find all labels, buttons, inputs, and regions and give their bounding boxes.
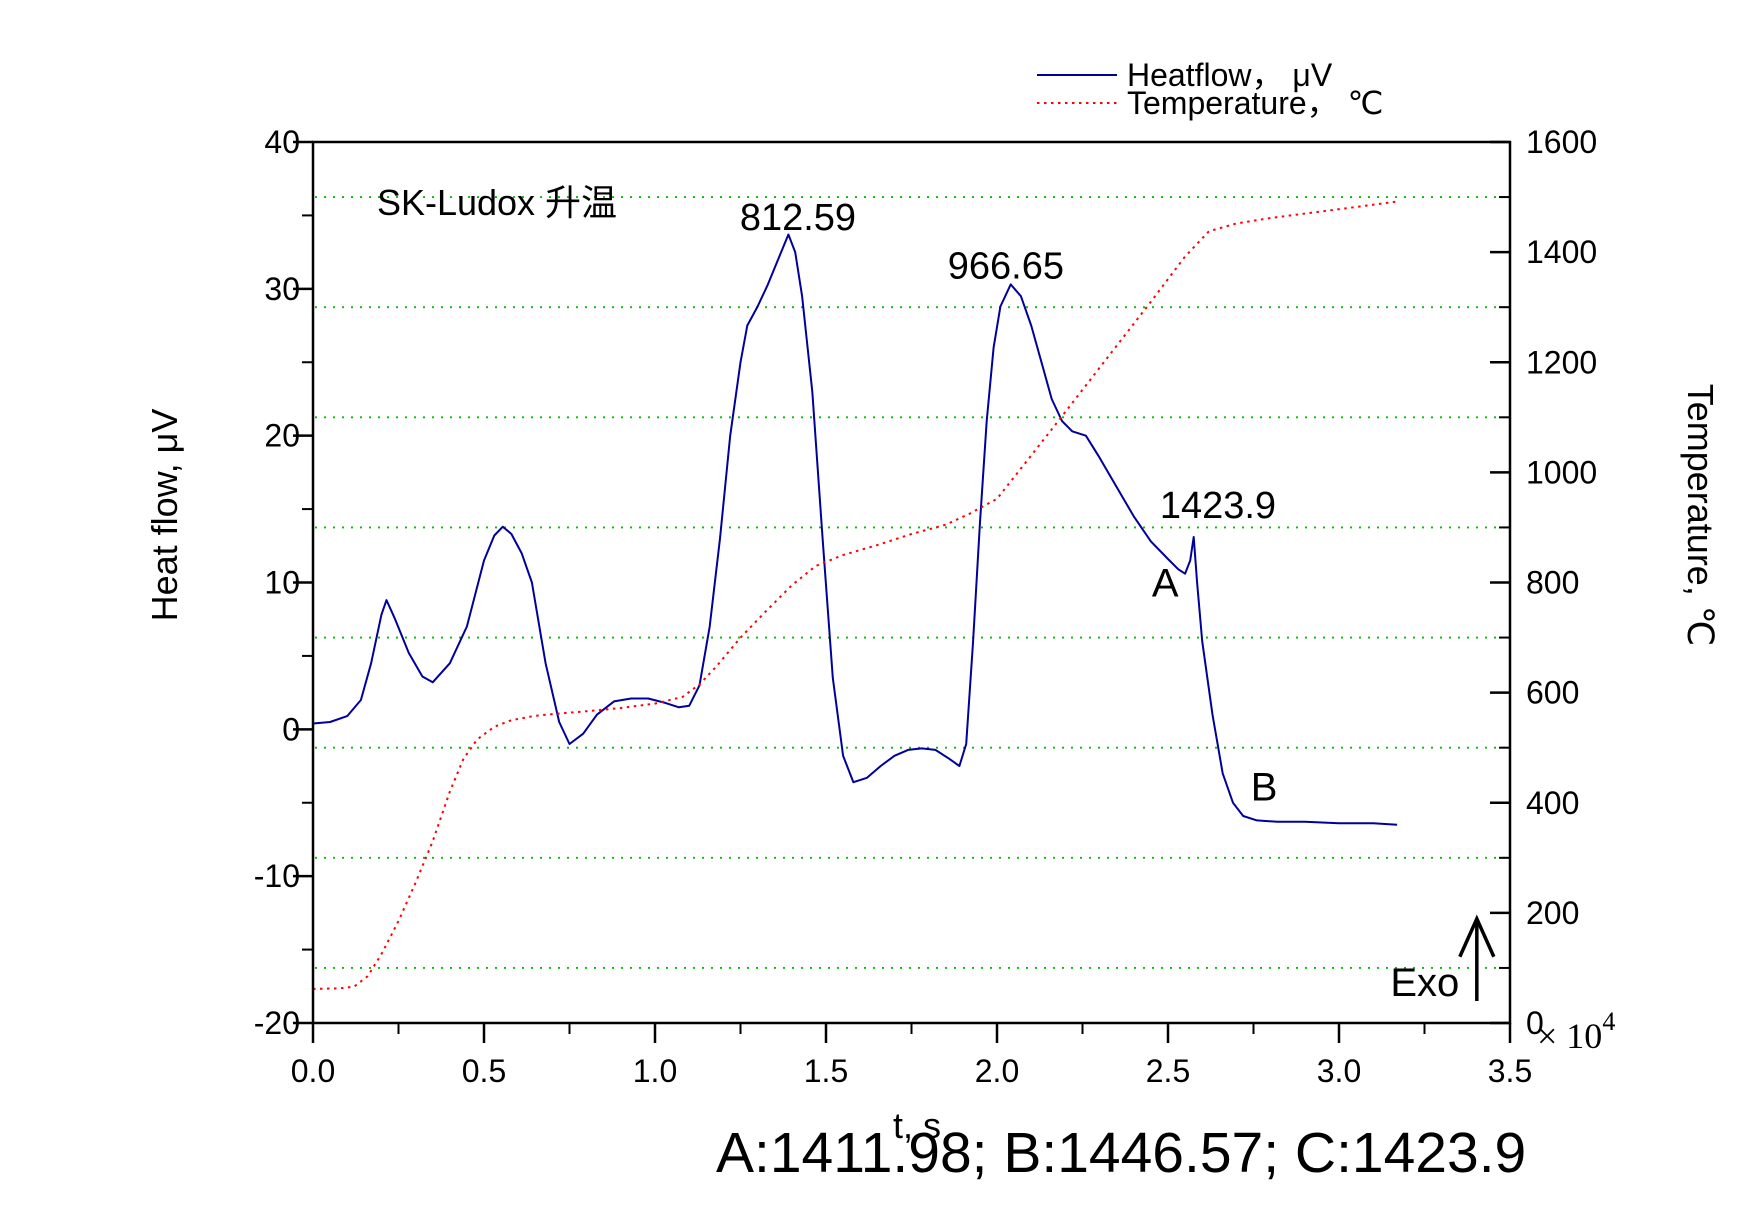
- y-left-tick-label: 10: [264, 565, 300, 601]
- x-axis-multiplier: × 104: [1537, 1007, 1615, 1056]
- exo-label: Exo: [1390, 961, 1459, 1005]
- x-axis-tick-label: 2.5: [1146, 1053, 1190, 1089]
- results-caption: A:1411.98; B:1446.57; C:1423.9: [716, 1121, 1526, 1185]
- x-axis-tick-label: 0.5: [462, 1053, 506, 1089]
- x-axis-tick-label: 2.0: [975, 1053, 1019, 1089]
- peak-label-812: 812.59: [740, 197, 856, 239]
- y-right-tick-label: 600: [1526, 675, 1579, 711]
- peak-label-1423: 1423.9: [1160, 485, 1276, 527]
- x-axis-tick-label: 1.0: [633, 1053, 677, 1089]
- y-left-axis-title: Heat flow, μV: [144, 409, 185, 622]
- x-axis-title: t, s: [893, 1105, 941, 1146]
- y-right-tick-label: 200: [1526, 895, 1579, 931]
- temperature-series: [312, 200, 1398, 990]
- axes-frame-layer: [311, 140, 1512, 1025]
- y-right-tick-label: 1200: [1526, 344, 1597, 380]
- sample-title: SK-Ludox 升温: [377, 182, 617, 223]
- plot-frame: [311, 140, 1512, 1025]
- legend-label-heatflow: Heatflow， μV: [1127, 57, 1333, 93]
- y-left-tick-label: 0: [282, 711, 300, 747]
- y-left-tick-label: 40: [264, 124, 300, 160]
- peak-label-966: 966.65: [948, 246, 1064, 288]
- y-right-tick-label: 1400: [1526, 234, 1597, 270]
- x-axis-tick-label: 1.5: [804, 1053, 848, 1089]
- y-left-tick-label: -10: [254, 858, 300, 894]
- label-layer: 0.0 0.5 1.0 1.5 2.0 2.5 3.0 3.5-20-100102030400…: [144, 124, 1721, 1146]
- tick-layer: [293, 140, 1512, 1043]
- x-axis-tick-label: 3.5: [1488, 1053, 1532, 1089]
- y-right-tick-label: 400: [1526, 785, 1579, 821]
- x-axis-multiplier-base: × 10: [1537, 1016, 1602, 1056]
- y-right-tick-label: 1600: [1526, 124, 1597, 160]
- y-right-tick-label: 800: [1526, 565, 1579, 601]
- series-layer: [312, 200, 1398, 990]
- annotation-layer: 812.59 966.65 1423.9 A B SK-Ludox 升温 Exo A:1411…: [377, 182, 1526, 1185]
- legend-label-temperature: Temperature， ℃: [1127, 85, 1383, 121]
- x-axis-tick-label: 0.0: [291, 1053, 335, 1089]
- y-left-tick-label: -20: [254, 1005, 300, 1041]
- heatflow-series: [312, 233, 1398, 826]
- x-axis-tick-label: 3.0: [1317, 1053, 1361, 1089]
- y-right-axis-title: Temperature, ℃: [1680, 384, 1721, 647]
- point-label-A: A: [1152, 562, 1179, 606]
- exo-arrow-head: [1458, 914, 1496, 958]
- gridline-layer: [315, 196, 1508, 969]
- y-right-tick-label: 1000: [1526, 454, 1597, 490]
- y-right-tick-label: 0: [1526, 1005, 1544, 1041]
- y-left-tick-label: 30: [264, 271, 300, 307]
- point-label-B: B: [1251, 766, 1278, 810]
- y-left-tick-label: 20: [264, 418, 300, 454]
- x-axis-multiplier-exponent: 4: [1602, 1007, 1615, 1036]
